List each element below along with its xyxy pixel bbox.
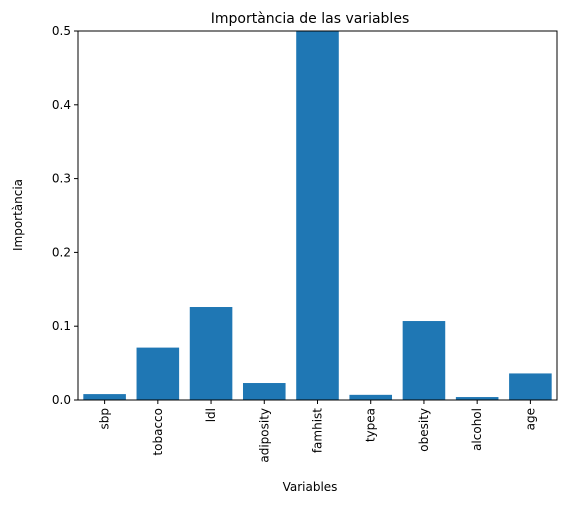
bar-typea [349,394,393,400]
x-tick-label-typea: typea [364,408,378,442]
y-axis-label: Importància [11,179,25,251]
y-tick-label: 0.3 [52,172,71,186]
bars-group [83,31,552,400]
y-tick-label: 0.0 [52,393,71,407]
bar-tobacco [136,347,180,400]
x-axis-label: Variables [283,480,338,494]
bar-alcohol [455,397,499,400]
x-tick-label-sbp: sbp [98,408,112,430]
bar-sbp [83,394,126,400]
chart-title: Importància de las variables [211,11,409,27]
bar-famhist [296,31,339,400]
x-tick-label-famhist: famhist [311,408,325,453]
x-tick-label-adiposity: adiposity [257,408,271,463]
plot-frame [77,30,558,401]
x-tick-label-age: age [523,408,537,430]
x-tick-label-ldl: ldl [204,408,218,422]
y-tick-label: 0.4 [52,98,71,112]
x-tick-label-obesity: obesity [417,408,431,452]
bar-adiposity [242,383,286,400]
y-tick-label: 0.1 [52,319,71,333]
bar-age [509,373,552,400]
bar-obesity [402,321,446,400]
y-axis: 0.0 0.1 0.2 0.3 0.4 0.5 [52,24,78,407]
x-axis: sbp tobacco ldl adiposity famhist typea obesit… [98,400,537,463]
y-tick-label: 0.2 [52,245,71,259]
x-tick-label-tobacco: tobacco [151,408,165,456]
bar-ldl [189,307,233,400]
x-tick-label-alcohol: alcohol [470,408,484,451]
y-tick-label: 0.5 [52,24,71,38]
